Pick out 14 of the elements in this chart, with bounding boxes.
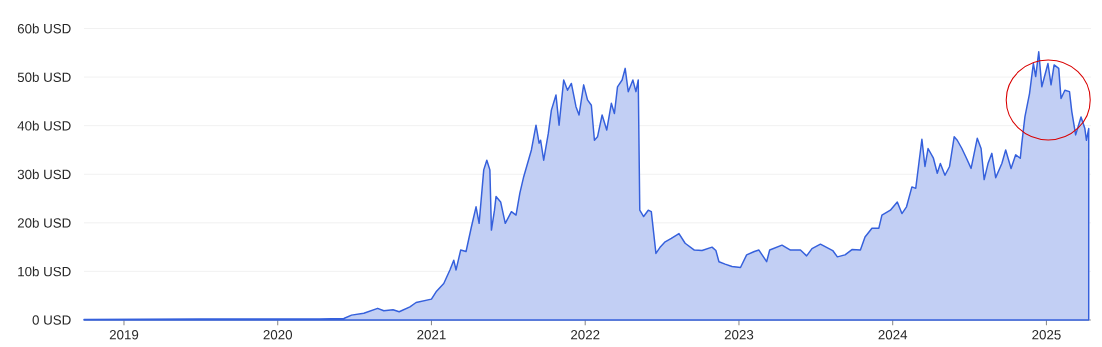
x-tick-label: 2024 <box>878 330 908 340</box>
y-tick-label: 60b USD <box>17 23 71 34</box>
y-tick-label: 10b USD <box>18 266 71 277</box>
x-tick-label: 2019 <box>109 330 139 340</box>
y-tick-label: 40b USD <box>17 120 71 131</box>
x-tick-label: 2023 <box>724 330 754 340</box>
x-tick-label: 2020 <box>263 330 293 340</box>
y-tick-label: 50b USD <box>17 72 71 82</box>
y-tick-label: 30b USD <box>17 169 71 180</box>
x-tick-label: 2022 <box>571 330 600 340</box>
x-tick-label: 2025 <box>1032 330 1061 340</box>
y-tick-label: 20b USD <box>17 217 71 228</box>
x-tick-label: 2021 <box>417 330 446 340</box>
y-tick-label: 0 USD <box>32 315 71 325</box>
